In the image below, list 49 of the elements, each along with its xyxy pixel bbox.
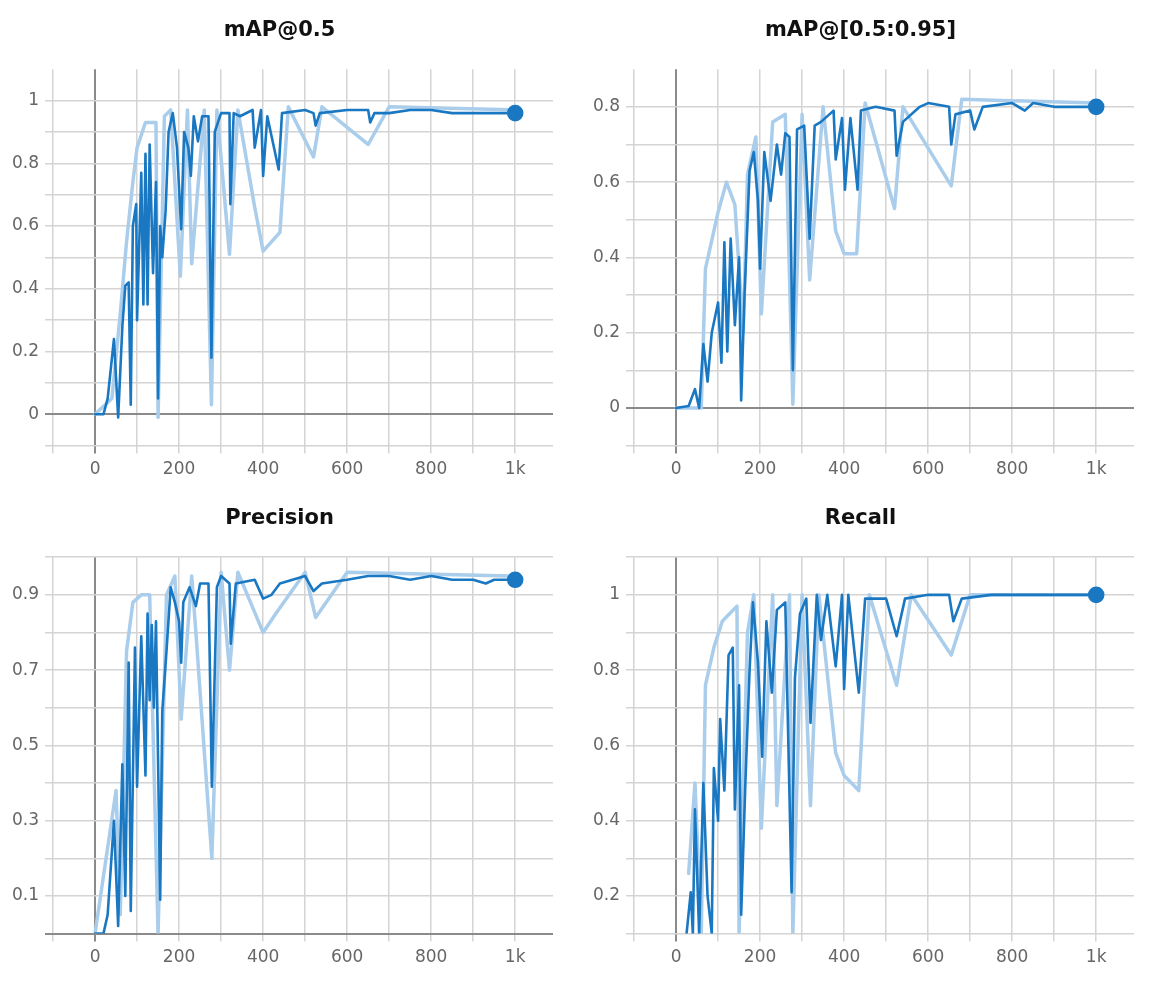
y-tick-label: 0.1 <box>11 884 40 905</box>
x-tick-label: 600 <box>911 946 945 967</box>
x-tick-label: 800 <box>995 946 1029 967</box>
y-tick-label: 0.2 <box>592 884 621 905</box>
y-tick-label: 0.8 <box>592 658 621 679</box>
y-tick-label: 0 <box>609 396 621 417</box>
y-tick-label: 0.6 <box>592 733 621 754</box>
x-tick-label: 600 <box>330 946 364 967</box>
x-tick-label: 600 <box>911 458 945 479</box>
x-tick-label: 800 <box>995 458 1029 479</box>
x-tick-label: 200 <box>162 946 196 967</box>
x-tick-label: 1k <box>504 458 526 479</box>
y-tick-label: 1 <box>609 583 621 604</box>
x-tick-label: 200 <box>162 458 196 479</box>
x-tick-label: 1k <box>1085 458 1107 479</box>
chart-title: mAP@[0.5:0.95] <box>764 17 957 42</box>
y-tick-label: 0.6 <box>592 170 621 191</box>
y-tick-label: 0.4 <box>592 245 621 266</box>
x-tick-label: 1k <box>504 946 526 967</box>
y-tick-label: 0.5 <box>11 733 40 754</box>
x-tick-label: 400 <box>827 946 861 967</box>
y-tick-label: 1 <box>28 88 40 109</box>
chart-title: mAP@0.5 <box>223 17 336 42</box>
x-tick-label: 400 <box>246 946 280 967</box>
x-tick-label: 600 <box>330 458 364 479</box>
x-tick-label: 0 <box>89 458 101 479</box>
y-tick-label: 0.6 <box>11 214 40 235</box>
chart-title: Precision <box>225 505 334 530</box>
chart-title: Recall <box>824 505 897 530</box>
x-tick-label: 0 <box>89 946 101 967</box>
x-tick-label: 0 <box>670 458 682 479</box>
x-tick-label: 200 <box>743 946 777 967</box>
y-tick-label: 0.8 <box>11 151 40 172</box>
y-tick-label: 0.3 <box>11 809 40 830</box>
x-tick-label: 400 <box>827 458 861 479</box>
y-tick-label: 0.4 <box>592 809 621 830</box>
y-tick-label: 0.9 <box>11 583 40 604</box>
y-tick-label: 0.4 <box>11 277 40 298</box>
y-tick-label: 0.7 <box>11 658 40 679</box>
x-tick-label: 800 <box>414 458 448 479</box>
y-tick-label: 0.2 <box>11 339 40 360</box>
x-tick-label: 0 <box>670 946 682 967</box>
y-tick-label: 0.2 <box>592 321 621 342</box>
x-tick-label: 1k <box>1085 946 1107 967</box>
x-tick-label: 400 <box>246 458 280 479</box>
x-tick-label: 800 <box>414 946 448 967</box>
y-tick-label: 0 <box>28 402 40 423</box>
y-tick-label: 0.8 <box>592 95 621 116</box>
x-tick-label: 200 <box>743 458 777 479</box>
